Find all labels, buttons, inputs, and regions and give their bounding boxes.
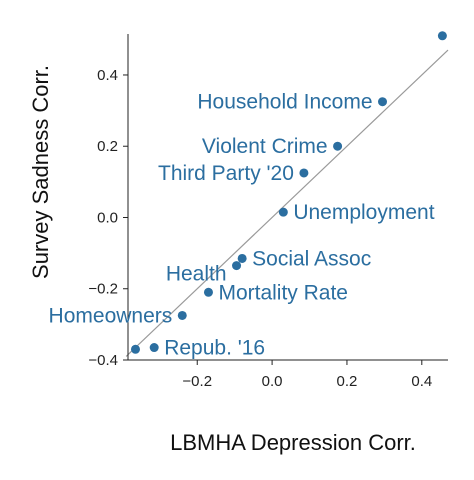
y-tick-label: 0.0	[97, 209, 118, 226]
x-tick-label: 0.2	[337, 373, 358, 390]
x-tick-label: 0.4	[411, 373, 432, 390]
data-point	[333, 141, 343, 151]
point-label: Violent Crime	[202, 135, 328, 158]
x-tick-label: −0.2	[182, 373, 212, 390]
point-label: Health	[166, 263, 227, 286]
y-tick-label: 0.4	[97, 67, 118, 84]
data-point	[299, 168, 309, 178]
data-point	[278, 207, 288, 217]
x-tick-label: 0.0	[262, 373, 283, 390]
data-point	[378, 97, 388, 107]
reference-line	[125, 49, 449, 357]
point-label: Household Income	[197, 91, 372, 114]
y-axis-title: Survey Sadness Corr.	[28, 65, 53, 279]
data-point	[203, 287, 213, 297]
y-tick-label: −0.2	[88, 281, 118, 298]
point-label: Homeowners	[49, 304, 173, 327]
data-point	[130, 344, 140, 354]
y-tick-label: −0.4	[88, 352, 118, 369]
x-axis-title: LBMHA Depression Corr.	[170, 430, 416, 455]
data-point	[437, 31, 447, 41]
data-point	[232, 261, 242, 271]
data-point	[177, 310, 187, 320]
point-label: Unemployment	[293, 201, 434, 224]
point-label: Social Assoc	[252, 247, 371, 270]
data-point	[237, 253, 247, 263]
point-label: Third Party '20	[158, 162, 294, 185]
y-tick-label: 0.2	[97, 138, 118, 155]
data-point	[149, 343, 159, 353]
point-label: Mortality Rate	[218, 281, 348, 304]
point-label: Repub. '16	[164, 337, 265, 360]
